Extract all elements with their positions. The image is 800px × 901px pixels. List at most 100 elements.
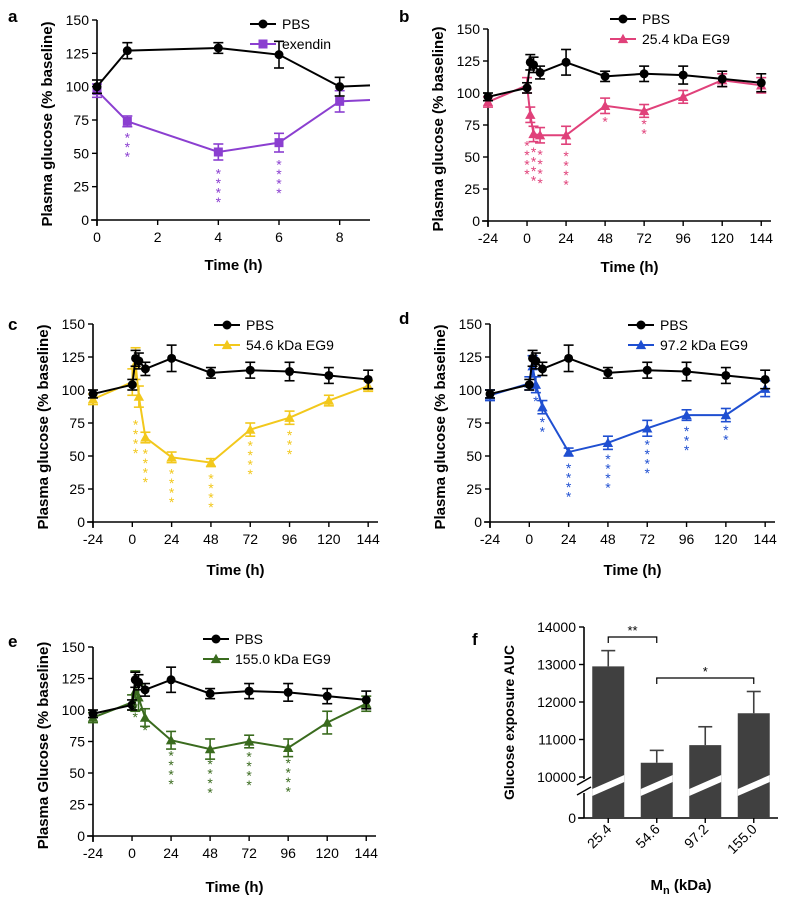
significance-star: *: [142, 722, 148, 738]
y-tick-label: 150: [459, 316, 483, 332]
significance-star: *: [168, 776, 174, 792]
data-point: [213, 147, 223, 157]
significance-star: *: [645, 465, 651, 481]
x-tick-label: 0: [128, 845, 136, 861]
y-tick-label: 75: [69, 415, 85, 431]
significance-star: *: [641, 125, 647, 141]
significance-star: *: [143, 446, 149, 462]
x-tick-label: 4: [214, 229, 222, 245]
legend: PBS 97.2 kDa EG9: [628, 317, 748, 353]
y-tick-label: 75: [69, 734, 85, 750]
panel-label: a: [8, 7, 18, 26]
significance-star: *: [285, 774, 291, 790]
y-tick-label: 12000: [537, 694, 576, 710]
significance-mark: ****: [216, 166, 222, 211]
axis-break-mark: [576, 776, 592, 786]
data-point: [274, 138, 284, 148]
data-point: [324, 370, 334, 380]
data-point: [285, 367, 295, 377]
significance-star: *: [207, 766, 213, 782]
significance-mark: ****: [133, 417, 139, 462]
significance-star: *: [276, 166, 282, 182]
significance-star: *: [207, 775, 213, 791]
y-tick-label: 11000: [538, 732, 576, 748]
y-tick-label: 13000: [537, 657, 576, 673]
data-point: [213, 43, 223, 53]
panel-label: e: [8, 632, 17, 651]
panel-label: b: [399, 7, 409, 26]
y-tick-label: 0: [77, 514, 85, 530]
x-tick-label: 0: [525, 531, 533, 547]
series-pbs: [92, 40, 371, 97]
data-point: [335, 82, 345, 92]
data-point: [205, 457, 217, 467]
significance-star: *: [169, 475, 175, 491]
bar-break-band: [592, 775, 625, 796]
data-point: [600, 71, 610, 81]
data-point: [140, 364, 150, 374]
significance-star: *: [537, 156, 543, 172]
legend-marker: [618, 14, 628, 24]
bar-group: 97.2: [681, 725, 722, 851]
bar: [737, 713, 770, 818]
significance-star: *: [563, 148, 569, 164]
data-point: [245, 424, 256, 434]
significance-star: *: [246, 758, 252, 774]
x-tick-label: 96: [282, 531, 298, 547]
data-point: [529, 60, 539, 70]
significance-star: *: [605, 479, 611, 495]
x-tick-label: 0: [93, 229, 101, 245]
significance-star: *: [723, 431, 729, 447]
x-tick-label: 0: [128, 531, 136, 547]
data-point: [205, 689, 215, 699]
data-point: [322, 691, 332, 701]
y-tick-label: 0: [472, 213, 480, 229]
y-tick-label: 25: [69, 481, 85, 497]
data-point: [140, 685, 150, 695]
legend-marker: [221, 339, 233, 350]
legend-marker: [258, 19, 268, 29]
y-tick-label: 75: [73, 112, 89, 128]
data-point: [243, 736, 255, 746]
significance-star: *: [133, 417, 139, 433]
x-tick-label: 120: [317, 531, 341, 547]
x-tick-label: 24: [163, 845, 179, 861]
significance-star: *: [169, 494, 175, 510]
significance-star: *: [287, 446, 293, 462]
significance-star: *: [645, 446, 651, 462]
legend-marker: [211, 634, 221, 644]
x-tick-label: 6: [275, 229, 283, 245]
data-point: [127, 380, 137, 390]
significance-star: *: [276, 175, 282, 191]
significance-mark: *: [533, 393, 539, 409]
y-tick-label: 0: [81, 212, 89, 228]
significance-mark: ****: [169, 465, 175, 510]
y-axis-label: Plasma glucose (% baseline): [430, 26, 447, 231]
bar: [592, 666, 625, 818]
data-point: [244, 686, 254, 696]
legend-marker: [617, 33, 629, 44]
significance-mark: ***: [125, 130, 131, 165]
significance-star: *: [533, 393, 539, 409]
bar-group: 54.6: [632, 749, 673, 851]
x-axis-label: Time (h): [205, 879, 263, 896]
x-tick-label: 144: [355, 845, 379, 861]
y-tick-label: 125: [459, 349, 483, 365]
y-tick-label: 75: [466, 415, 482, 431]
y-tick-label: 75: [464, 117, 480, 133]
y-tick-label: 25: [69, 797, 85, 813]
x-axis-label: Mn (kDa): [651, 877, 712, 897]
legend-label: PBS: [246, 317, 274, 333]
series-pbs: [88, 344, 374, 399]
series-pbs: [485, 344, 771, 399]
x-axis-label: Time (h): [206, 562, 264, 579]
data-point: [537, 364, 547, 374]
significance-star: *: [168, 747, 174, 763]
y-tick-label: 100: [66, 79, 90, 95]
significance-mark: **: [723, 422, 729, 448]
data-point: [322, 717, 333, 727]
data-point: [361, 695, 371, 705]
bar-break-band: [689, 775, 722, 796]
legend: PBS 155.0 kDa EG9: [203, 631, 331, 667]
significance-star: *: [143, 455, 149, 471]
